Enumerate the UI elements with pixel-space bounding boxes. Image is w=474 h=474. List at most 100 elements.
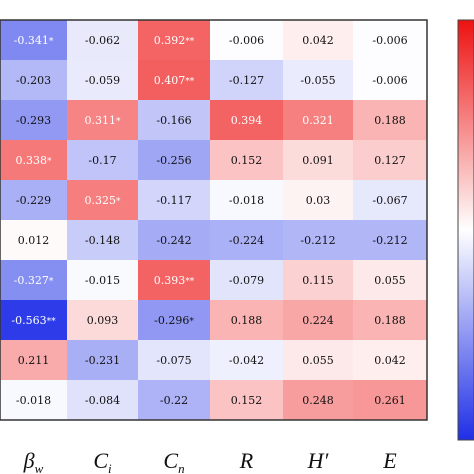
cell-value-label: -0.015: [85, 274, 120, 287]
cell-value-label: -0.229: [16, 194, 51, 207]
heatmap-cell: [353, 260, 427, 300]
significance-marker: **: [185, 277, 195, 287]
heatmap-cell: [67, 340, 138, 380]
cell-value-label: -0.006: [372, 34, 407, 47]
cell-value-label: -0.117: [156, 194, 191, 207]
significance-marker: **: [185, 77, 195, 87]
heatmap-cell: [283, 260, 353, 300]
heatmap-cell: [67, 100, 138, 140]
heatmap-cell: [67, 260, 138, 300]
heatmap-cell: [210, 260, 283, 300]
cell-value-label: -0.231: [85, 354, 120, 367]
colorbar: [457, 19, 474, 441]
x-tick-label: R: [239, 448, 254, 473]
cell-value-label: -0.055: [300, 74, 335, 87]
cell-value-label: 0.261: [374, 394, 406, 407]
cell-value-label: 0.152: [231, 394, 263, 407]
cell-value-label: -0.006: [229, 34, 264, 47]
heatmap-cell: [0, 20, 67, 60]
plot-frame: [0, 19, 428, 421]
heatmap-cell: [210, 100, 283, 140]
heatmap-cell: [283, 180, 353, 220]
heatmap-cell: [353, 100, 427, 140]
cell-value-label: -0.212: [300, 234, 335, 247]
heatmap-cell: [210, 180, 283, 220]
heatmap-cell: [353, 20, 427, 60]
heatmap-cell: [138, 180, 210, 220]
cell-value-label: -0.327*: [14, 274, 54, 287]
heatmap-cell: [0, 180, 67, 220]
cell-value-label: 0.311*: [85, 114, 122, 127]
cell-value-label: -0.067: [372, 194, 407, 207]
cell-value-label: -0.563**: [11, 314, 56, 327]
x-tick-label: H′: [307, 448, 330, 473]
heatmap-cell: [283, 340, 353, 380]
cell-value-label: -0.341*: [14, 34, 54, 47]
cell-value-label: 0.03: [306, 194, 331, 207]
heatmap-cell: [283, 300, 353, 340]
heatmap-cell: [138, 380, 210, 420]
heatmap-cell: [210, 20, 283, 60]
heatmap-cell: [353, 180, 427, 220]
significance-marker: *: [47, 157, 52, 167]
x-tick-label: Ci: [93, 448, 112, 474]
heatmap-cell: [353, 300, 427, 340]
cell-value-label: 0.012: [18, 234, 50, 247]
heatmap-cell: [138, 20, 210, 60]
significance-marker: *: [49, 37, 54, 47]
heatmap-cell: [353, 140, 427, 180]
heatmap-cell: [138, 220, 210, 260]
heatmap-cell: [0, 60, 67, 100]
cell-value-label: 0.127: [374, 154, 406, 167]
heatmap-cell: [283, 100, 353, 140]
cell-value-label: -0.006: [372, 74, 407, 87]
cell-value-label: -0.127: [229, 74, 264, 87]
cell-value-label: 0.042: [302, 34, 334, 47]
heatmap-cell: [138, 100, 210, 140]
cell-value-label: 0.055: [302, 354, 334, 367]
cell-value-label: -0.084: [85, 394, 120, 407]
heatmap-cell: [210, 140, 283, 180]
heatmap-cell: [67, 300, 138, 340]
heatmap-cell: [67, 380, 138, 420]
heatmap-cell: [67, 60, 138, 100]
heatmap-cell: [283, 20, 353, 60]
heatmap-cell: [0, 220, 67, 260]
cell-value-label: -0.17: [88, 154, 116, 167]
cell-value-label: -0.166: [156, 114, 191, 127]
heatmap-cell: [210, 340, 283, 380]
heatmap-cell: [210, 60, 283, 100]
heatmap-cell: [353, 220, 427, 260]
cell-value-label: -0.296*: [154, 314, 194, 327]
heatmap-cell: [283, 220, 353, 260]
heatmap-cell: [283, 60, 353, 100]
cell-value-label: 0.055: [374, 274, 406, 287]
cell-value-label: 0.407**: [154, 74, 195, 87]
significance-marker: **: [185, 37, 195, 47]
heatmap-cell: [0, 340, 67, 380]
heatmap-cell: [210, 380, 283, 420]
cell-value-label: -0.018: [229, 194, 264, 207]
x-tick-label: Cn: [163, 448, 184, 474]
cell-value-label: 0.338*: [16, 154, 53, 167]
cell-value-label: -0.042: [229, 354, 264, 367]
heatmap-cell: [67, 140, 138, 180]
cell-value-label: -0.22: [160, 394, 188, 407]
heatmap-cell: [353, 340, 427, 380]
heatmap-cell: [210, 300, 283, 340]
cell-value-label: 0.393**: [154, 274, 195, 287]
cell-value-label: 0.091: [302, 154, 334, 167]
cell-value-label: -0.148: [85, 234, 120, 247]
heatmap-cell: [0, 140, 67, 180]
heatmap-cell: [138, 60, 210, 100]
x-tick-subscript: w: [35, 461, 44, 474]
cell-value-label: 0.042: [374, 354, 406, 367]
heatmap-cell: [67, 220, 138, 260]
cell-value-label: 0.325*: [85, 194, 122, 207]
heatmap-cell: [210, 220, 283, 260]
cell-value-label: -0.293: [16, 114, 51, 127]
cell-value-label: -0.256: [156, 154, 191, 167]
heatmap-cells: -0.341* -0.062 0.392** -0.006 0.042 -0.006 -0.…: [0, 20, 427, 420]
heatmap-cell: [138, 340, 210, 380]
